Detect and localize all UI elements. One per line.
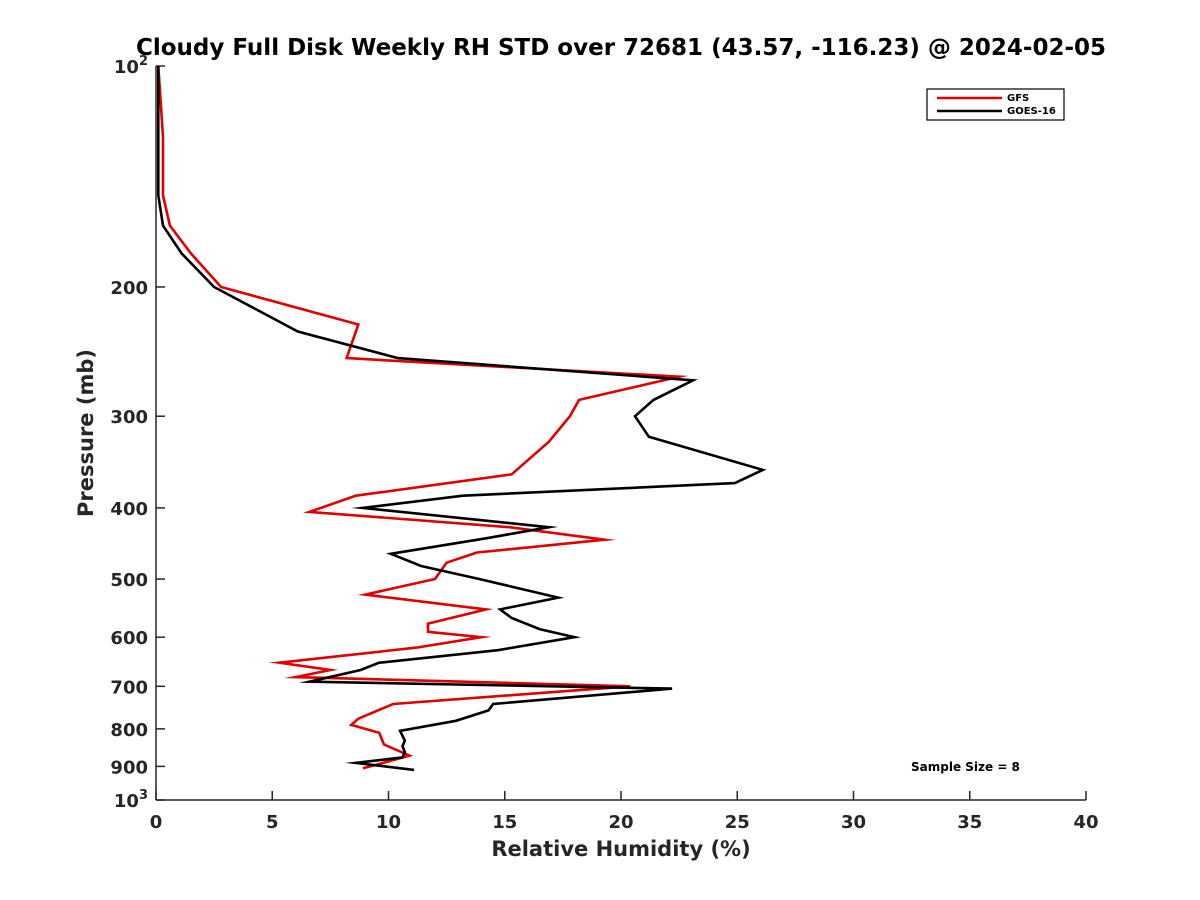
- x-tick-label: 5: [266, 812, 279, 833]
- y-tick-label: 500: [110, 570, 148, 591]
- legend-label-gfs: GFS: [1007, 93, 1029, 104]
- y-tick-label: 400: [110, 499, 148, 520]
- series-layer: [157, 65, 767, 772]
- chart-title: Cloudy Full Disk Weekly RH STD over 7268…: [136, 35, 1106, 61]
- y-tick-label: 300: [110, 407, 148, 428]
- x-tick-label: 0: [150, 812, 163, 833]
- y-tick-label: 900: [110, 757, 148, 778]
- y-tick-exponent: 3: [139, 788, 148, 803]
- x-tick-label: 40: [1073, 812, 1098, 833]
- legend-box: [926, 88, 1065, 121]
- plot-area: 0 5 10 15 20 25 30 35 40 10220030040050060070080…: [110, 54, 1098, 833]
- x-tick-label: 20: [608, 812, 633, 833]
- x-tick-label: 15: [492, 812, 517, 833]
- y-tick-base: 10: [114, 791, 139, 812]
- legend: GFS GOES-16: [926, 88, 1065, 121]
- x-tick-label: 30: [841, 812, 866, 833]
- y-tick-base: 10: [114, 57, 139, 78]
- series-line-goes-16: [157, 66, 767, 772]
- y-axis-label: Pressure (mb): [74, 349, 98, 517]
- x-tick-label: 35: [957, 812, 982, 833]
- y-tick-label: 700: [110, 677, 148, 698]
- x-axis-label: Relative Humidity (%): [491, 837, 750, 861]
- sample-size-annotation: Sample Size = 8: [911, 760, 1020, 774]
- y-tick-exponent: 2: [139, 54, 148, 69]
- x-tick-label: 10: [376, 812, 401, 833]
- y-tick-label: 200: [110, 278, 148, 299]
- x-tick-label: 25: [725, 812, 750, 833]
- y-tick-label-power: 103: [114, 788, 148, 812]
- y-tick-label-power: 102: [114, 54, 148, 78]
- legend-label-goes16: GOES-16: [1007, 106, 1056, 117]
- x-ticks: 0 5 10 15 20 25 30 35 40: [150, 791, 1099, 833]
- y-tick-label: 600: [110, 628, 148, 649]
- y-tick-label: 800: [110, 720, 148, 741]
